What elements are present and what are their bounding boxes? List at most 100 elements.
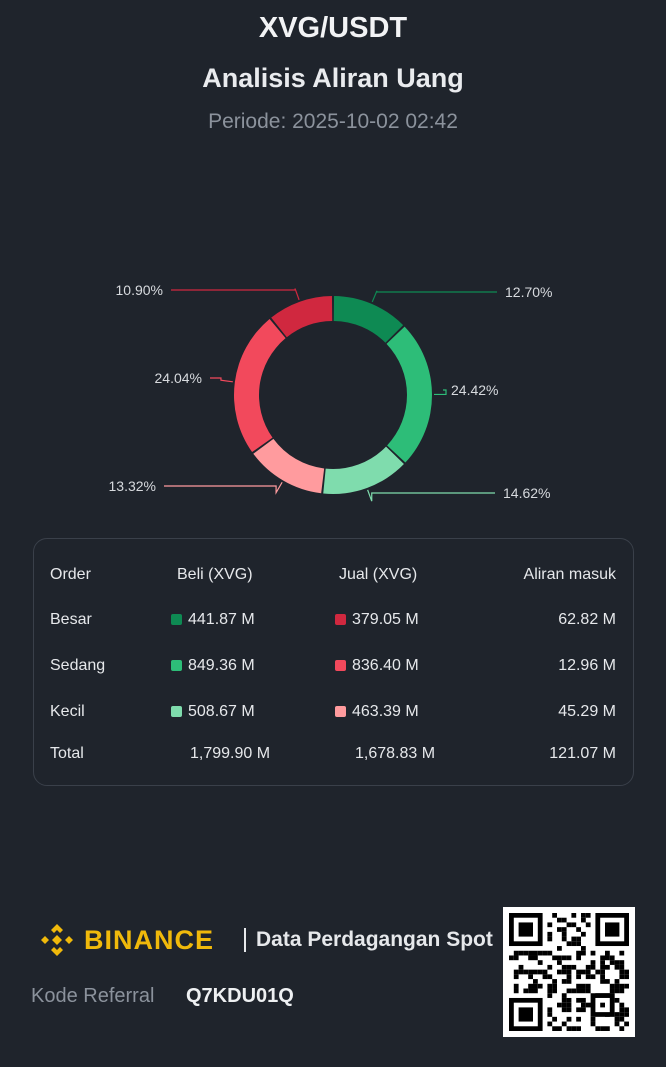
qr-module xyxy=(537,983,543,989)
qr-module xyxy=(528,974,533,980)
qr-module xyxy=(547,993,553,998)
qr-module xyxy=(566,964,572,970)
qr-module xyxy=(537,950,543,956)
slice-label: 10.90% xyxy=(116,282,163,298)
qr-module xyxy=(566,1007,572,1013)
qr-module xyxy=(614,997,620,1003)
referral-code: Q7KDU01Q xyxy=(186,985,294,1007)
qr-module xyxy=(585,969,591,975)
qr-module xyxy=(619,974,625,980)
buy-value: 441.87 M xyxy=(188,611,255,628)
qr-module xyxy=(533,950,538,956)
row-label: Besar xyxy=(50,611,92,628)
leader-line xyxy=(367,489,495,502)
qr-module xyxy=(561,917,567,923)
qr-module xyxy=(518,922,533,937)
qr-module xyxy=(590,964,596,970)
qr-code-icon xyxy=(509,913,629,1031)
qr-module xyxy=(600,1002,605,1008)
table-header-row: Order Beli (XVG) Jual (XVG) Aliran masuk xyxy=(34,560,633,590)
qr-module xyxy=(600,955,605,961)
qr-module xyxy=(600,974,605,980)
qr-module xyxy=(619,960,625,965)
qr-module xyxy=(576,1026,581,1031)
period-label: Periode: 2025-10-02 02:42 xyxy=(208,110,458,133)
qr-module xyxy=(561,955,567,961)
qr-module xyxy=(509,955,514,961)
qr-module xyxy=(590,1016,596,1022)
qr-module xyxy=(557,1026,562,1031)
flow-value: 12.96 M xyxy=(558,657,616,674)
qr-module xyxy=(576,950,581,956)
qr-module xyxy=(561,931,567,937)
qr-module xyxy=(547,974,553,980)
qr-module xyxy=(557,927,562,932)
row-label: Total xyxy=(50,745,84,762)
qr-module xyxy=(552,983,557,989)
qr-module xyxy=(557,955,562,961)
qr-module xyxy=(600,964,605,970)
qr-module xyxy=(609,983,615,989)
qr-module xyxy=(595,1026,601,1031)
donut-slice xyxy=(233,318,286,453)
qr-module xyxy=(528,969,533,975)
qr-module xyxy=(585,913,591,918)
buy-swatch xyxy=(171,706,182,717)
qr-module xyxy=(557,969,562,975)
sell-value: 379.05 M xyxy=(352,611,419,628)
qr-module xyxy=(528,950,533,956)
qr-module xyxy=(547,922,553,928)
header-flow: Aliran masuk xyxy=(523,566,616,583)
qr-module xyxy=(605,964,610,970)
sell-cell: 463.39 M xyxy=(335,697,419,727)
qr-module xyxy=(566,974,572,980)
qr-code xyxy=(503,907,635,1037)
qr-module xyxy=(533,979,538,984)
qr-module xyxy=(566,997,572,1003)
qr-module xyxy=(576,955,581,961)
qr-module xyxy=(561,997,567,1003)
qr-module xyxy=(619,1016,625,1022)
buy-value: 508.67 M xyxy=(188,703,255,720)
qr-module xyxy=(547,936,553,942)
qr-module xyxy=(533,988,538,994)
qr-module xyxy=(547,983,553,989)
qr-module xyxy=(571,941,577,947)
qr-module xyxy=(561,1021,567,1027)
qr-module xyxy=(614,964,620,970)
sell-cell: 379.05 M xyxy=(335,605,419,635)
qr-module xyxy=(571,988,577,994)
qr-module xyxy=(513,983,519,989)
qr-module xyxy=(561,927,567,932)
brand-name: BINANCE xyxy=(84,924,215,955)
qr-module xyxy=(566,979,572,984)
slice-label: 14.62% xyxy=(503,485,550,501)
qr-module xyxy=(523,969,529,975)
qr-module xyxy=(566,1002,572,1008)
qr-module xyxy=(576,983,581,989)
qr-module xyxy=(581,946,586,951)
money-flow-table: Order Beli (XVG) Jual (XVG) Aliran masuk… xyxy=(33,538,634,786)
qr-module xyxy=(547,1012,553,1017)
qr-module xyxy=(566,955,572,961)
leader-line xyxy=(433,389,447,396)
total-sell-value: 1,678.83 M xyxy=(355,745,436,762)
qr-module xyxy=(528,983,533,989)
qr-module xyxy=(566,922,572,928)
qr-module xyxy=(566,1016,572,1022)
qr-module xyxy=(581,969,586,975)
donut-slice xyxy=(333,296,404,343)
qr-module xyxy=(585,974,591,980)
qr-module xyxy=(581,988,586,994)
header-order: Order xyxy=(50,566,91,583)
binance-logo-icon xyxy=(41,924,73,956)
qr-module xyxy=(619,950,625,956)
qr-module xyxy=(609,988,615,994)
qr-module xyxy=(518,950,524,956)
slice-label: 24.42% xyxy=(451,382,498,398)
qr-module xyxy=(557,946,562,951)
leader-line xyxy=(164,481,283,495)
qr-module xyxy=(585,964,591,970)
sell-swatch xyxy=(335,660,346,671)
qr-module xyxy=(547,931,553,937)
